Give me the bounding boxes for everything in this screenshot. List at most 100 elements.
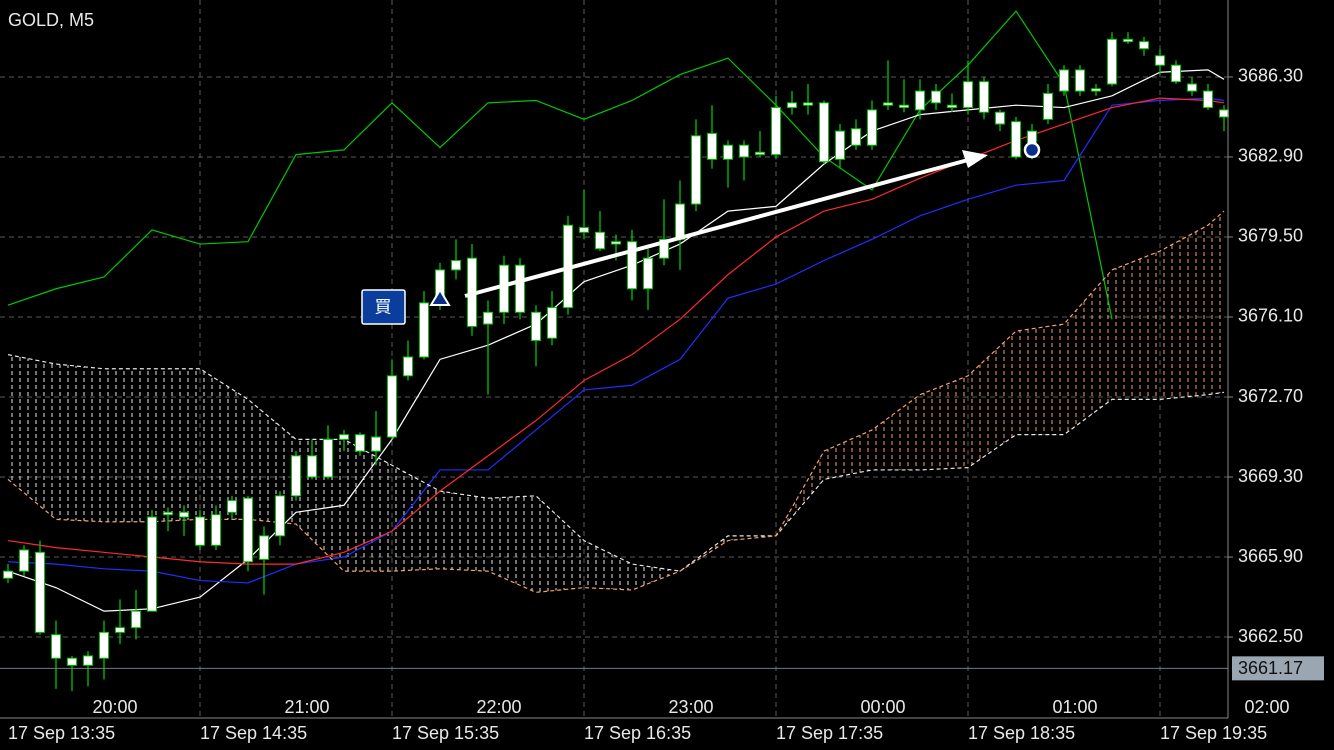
x-date-label: 17 Sep 18:35 [968, 723, 1075, 743]
candle-body [755, 151, 765, 156]
cloud-segment [1208, 211, 1224, 395]
candle-body [1219, 109, 1229, 118]
cloud-segment [872, 394, 920, 470]
x-time-label: 23:00 [668, 697, 713, 717]
cloud-segment [824, 429, 872, 480]
cloud-segment [968, 331, 1016, 468]
candle-body [1043, 92, 1053, 120]
candle-body [1075, 69, 1085, 92]
last-price-label: 3661.17 [1238, 658, 1303, 678]
candle-body [179, 511, 189, 518]
cloud-segment [152, 368, 200, 522]
x-time-label: 22:00 [476, 697, 521, 717]
candle-body [19, 549, 29, 572]
candle-body [131, 610, 141, 629]
candle-body [147, 516, 157, 612]
candle-body [691, 135, 701, 205]
candle-body [867, 109, 877, 146]
x-time-label: 20:00 [92, 697, 137, 717]
cloud-segment [536, 495, 584, 593]
buy-badge[interactable] [361, 289, 406, 325]
candle-body [1203, 90, 1213, 109]
x-time-label: 01:00 [1052, 697, 1097, 717]
exit-marker [1023, 141, 1041, 159]
candle-body [675, 203, 685, 240]
cloud-segment [728, 535, 776, 541]
entry-marker [429, 288, 451, 306]
candle-body [899, 104, 909, 109]
candle-body [931, 90, 941, 104]
indicator-line [7, 210, 1225, 593]
candle-body [355, 434, 365, 452]
candle-body [211, 514, 221, 546]
candle-body [835, 130, 845, 160]
candle-body [947, 104, 957, 109]
cloud-segment [632, 564, 680, 590]
candle-body [1139, 41, 1149, 50]
x-date-label: 17 Sep 19:35 [1160, 723, 1267, 743]
x-date-label: 17 Sep 15:35 [392, 723, 499, 743]
cloud-segment [8, 354, 56, 520]
candle-body [195, 516, 205, 546]
candle-body [291, 455, 301, 497]
last-price-box [1232, 656, 1324, 681]
cloud-segment [1160, 225, 1208, 400]
x-date-label: 17 Sep 14:35 [200, 723, 307, 743]
y-tick-label: 3669.30 [1238, 466, 1303, 486]
candle-body [963, 81, 973, 109]
y-tick-label: 3686.30 [1238, 66, 1303, 86]
candle-body [979, 81, 989, 113]
candle-body [259, 535, 269, 560]
candle-body [323, 438, 333, 478]
candle-body [803, 102, 813, 106]
cloud-segment [1016, 324, 1064, 435]
cloud-segment [56, 364, 104, 522]
indicator-line [7, 354, 1225, 572]
candle-body [115, 627, 125, 633]
cloud-segment [248, 399, 296, 525]
cloud-segment [488, 495, 536, 593]
candle-body [531, 311, 541, 342]
cloud-segment [1112, 251, 1160, 400]
cloud-segment [200, 368, 248, 520]
candle-body [787, 102, 797, 109]
candle-body [35, 551, 45, 633]
candle-body [1123, 38, 1133, 43]
candle-body [851, 128, 861, 146]
candle-body [547, 307, 557, 339]
candle-body [643, 257, 653, 290]
candle-body [339, 434, 349, 440]
candle-body [227, 500, 237, 513]
indicator-line [7, 97, 1225, 565]
y-tick-label: 3662.50 [1238, 626, 1303, 646]
cloud-segment [584, 540, 632, 590]
axis: 3686.30 3682.90 3679.50 3676.10 3672.70 3669.… [0, 66, 1324, 743]
candle-body [995, 111, 1005, 125]
x-date-label: 17 Sep 16:35 [584, 723, 691, 743]
candle-body [883, 102, 893, 106]
x-time-label: 02:00 [1244, 697, 1289, 717]
candle-body [1107, 38, 1117, 85]
cloud-segment [440, 491, 488, 572]
cloud-segment [104, 368, 152, 522]
candle-body [51, 634, 61, 659]
candle-body [707, 132, 717, 160]
candle-body [67, 657, 77, 666]
trade-arrow [464, 158, 969, 298]
y-tick-label: 3676.10 [1238, 306, 1303, 326]
candle-body [1059, 69, 1069, 92]
candle-body [771, 107, 781, 156]
x-time-label: 21:00 [284, 697, 329, 717]
indicator-line [7, 97, 1225, 584]
candle-body [163, 511, 173, 516]
x-date-label: 17 Sep 13:35 [8, 723, 115, 743]
candle-body [659, 238, 669, 259]
y-tick-label: 3672.70 [1238, 386, 1303, 406]
trade-arrow-head [962, 150, 988, 168]
buy-badge-label: 買 [375, 297, 392, 316]
candle-body [915, 90, 925, 111]
candle-body [1011, 121, 1021, 158]
y-tick-label: 3665.90 [1238, 546, 1303, 566]
candle-body [499, 264, 509, 313]
